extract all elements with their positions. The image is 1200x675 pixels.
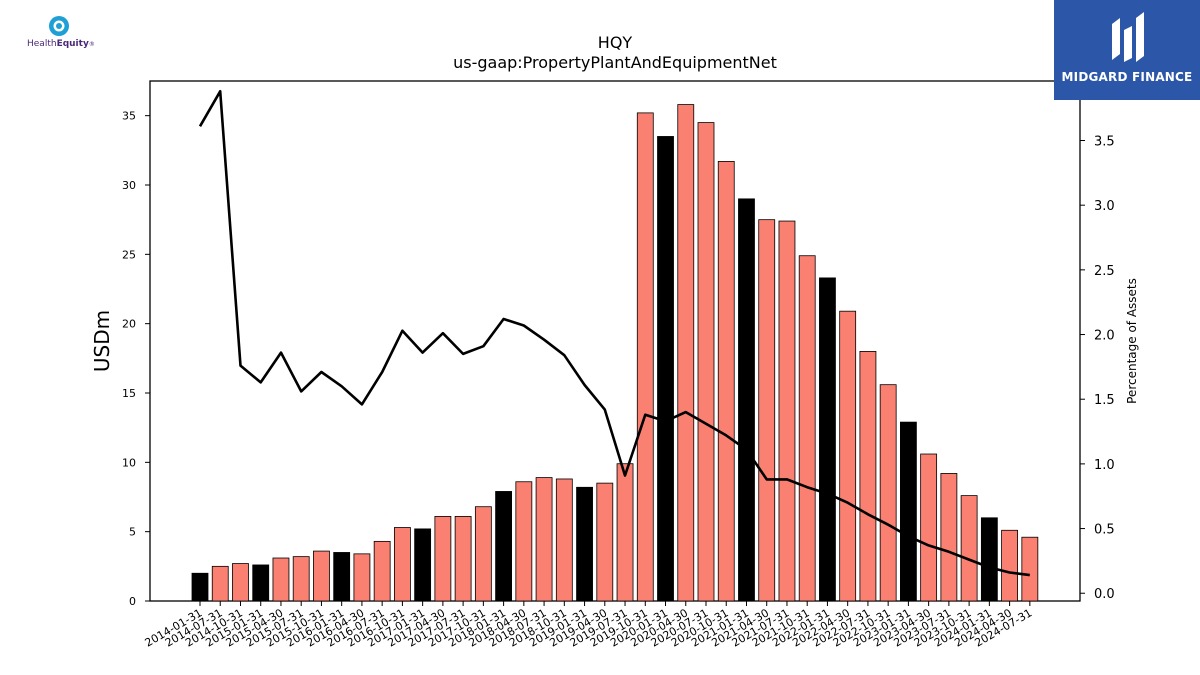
y-axis-label: USDm bbox=[90, 310, 114, 372]
bar-2014-10-31 bbox=[232, 563, 249, 602]
bar-2017-04-30 bbox=[434, 516, 452, 602]
bar-2014-07-31 bbox=[211, 565, 229, 602]
chart-subtitle: us-gaap:PropertyPlantAndEquipmentNet bbox=[453, 53, 777, 72]
bar-2022-01-31 bbox=[819, 277, 836, 602]
bar-2019-07-31 bbox=[616, 463, 634, 602]
y-tick-label: 0 bbox=[129, 595, 136, 608]
bar-2017-07-31 bbox=[454, 516, 472, 602]
bar-2022-10-31 bbox=[879, 384, 897, 602]
bar-2016-04-30 bbox=[353, 553, 371, 602]
y2-tick-label: 3.0 bbox=[1094, 199, 1115, 214]
percentage-of-assets-line bbox=[198, 90, 1030, 577]
y2-tick-label: 3.5 bbox=[1094, 135, 1115, 150]
y2-tick-label: 1.5 bbox=[1094, 393, 1115, 408]
bar-2022-07-31 bbox=[859, 350, 877, 602]
bar-2020-01-31 bbox=[657, 136, 674, 602]
bar-2020-10-31 bbox=[717, 161, 735, 602]
y2-tick-label: 0.5 bbox=[1094, 523, 1115, 538]
plot-frame bbox=[149, 80, 1081, 602]
midgard-finance-logo: MIDGARD FINANCE bbox=[1054, 0, 1200, 100]
bar-2017-01-31 bbox=[414, 528, 432, 602]
bar-2016-07-31 bbox=[373, 540, 391, 602]
bar-2023-10-31 bbox=[960, 495, 978, 602]
y2-tick-label: 2.0 bbox=[1094, 329, 1115, 344]
y-tick-label: 35 bbox=[122, 110, 136, 123]
y2-tick-label: 2.5 bbox=[1094, 264, 1115, 279]
bar-2023-07-31 bbox=[940, 473, 958, 602]
bar-2018-04-30 bbox=[515, 481, 533, 602]
y-tick-label: 15 bbox=[122, 387, 136, 400]
bar-2014-01-31 bbox=[191, 572, 209, 602]
bar-2024-04-30 bbox=[1001, 529, 1018, 602]
bar-2016-01-31 bbox=[333, 552, 351, 602]
bar-2020-04-30 bbox=[677, 104, 695, 602]
bar-2019-01-31 bbox=[576, 486, 593, 602]
bar-2015-01-31 bbox=[252, 564, 270, 602]
healthequity-logo-wordmark: HealthEquity® bbox=[27, 39, 95, 49]
y-tick-label: 30 bbox=[122, 179, 136, 192]
bar-2017-10-31 bbox=[474, 506, 492, 602]
healthequity-logo-mark-icon bbox=[49, 16, 69, 36]
bar-2018-07-31 bbox=[535, 477, 553, 602]
bar-2022-04-30 bbox=[839, 310, 857, 602]
chart-title: HQY bbox=[598, 33, 633, 52]
y-tick-label: 20 bbox=[122, 318, 136, 331]
y2-axis-label: Percentage of Assets bbox=[1125, 278, 1139, 404]
bar-2018-10-31 bbox=[555, 478, 573, 602]
bar-2016-10-31 bbox=[393, 527, 411, 602]
bar-2019-10-31 bbox=[636, 112, 654, 602]
bar-2021-07-31 bbox=[778, 220, 796, 602]
y2-tick-label: 1.0 bbox=[1094, 458, 1115, 473]
bar-2015-04-30 bbox=[272, 557, 290, 602]
y-tick-label: 10 bbox=[122, 456, 136, 469]
bar-2021-10-31 bbox=[798, 255, 816, 602]
midgard-finance-logo-mark-icon bbox=[1112, 12, 1144, 62]
bar-2018-01-31 bbox=[495, 491, 513, 602]
bar-2024-01-31 bbox=[980, 517, 998, 602]
bar-2021-04-30 bbox=[758, 219, 776, 602]
chart-marks: 051015202530350.00.51.01.52.02.53.03.520… bbox=[122, 90, 1115, 650]
bar-2015-07-31 bbox=[292, 556, 310, 602]
midgard-finance-logo-text: MIDGARD FINANCE bbox=[1061, 70, 1193, 84]
y-tick-label: 25 bbox=[122, 248, 136, 261]
y2-tick-label: 0.0 bbox=[1094, 587, 1115, 602]
bar-2015-10-31 bbox=[313, 550, 330, 602]
bar-2023-04-30 bbox=[920, 453, 938, 602]
y-tick-label: 5 bbox=[129, 526, 136, 539]
bar-2020-07-31 bbox=[697, 122, 715, 602]
bar-2021-01-31 bbox=[738, 198, 755, 602]
bar-2024-07-31 bbox=[1021, 536, 1039, 602]
bar-2019-04-30 bbox=[596, 482, 614, 602]
healthequity-logo: HealthEquity® bbox=[22, 14, 102, 54]
bar-2023-01-31 bbox=[900, 421, 917, 602]
